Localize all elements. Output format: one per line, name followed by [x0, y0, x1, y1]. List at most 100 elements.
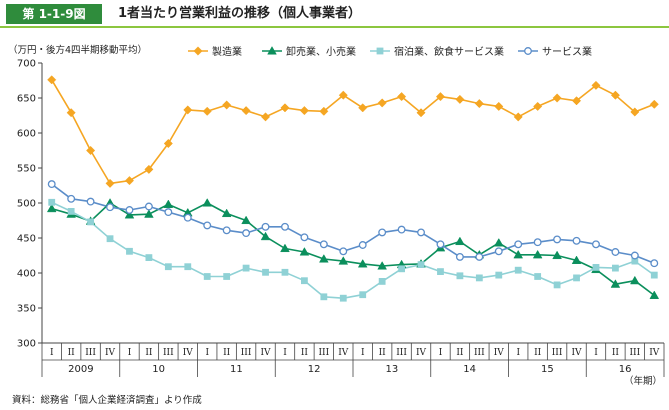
legend-marker-2 [376, 47, 384, 55]
x-quarter-label-0: I [50, 348, 54, 358]
series-3-point-22 [475, 252, 484, 261]
x-quarter-label-21: II [456, 348, 464, 358]
series-1-point-4 [124, 209, 135, 219]
series-1-point-8 [202, 198, 213, 207]
x-quarter-label-23: IV [494, 348, 505, 358]
series-1-point-0 [46, 203, 57, 213]
x-quarter-label-8: I [205, 348, 209, 358]
series-line-2 [51, 201, 655, 300]
series-2-point-20 [437, 268, 444, 275]
series-1-point-23 [493, 237, 504, 247]
series-3-point-29 [611, 248, 620, 256]
series-2-point-21 [456, 272, 464, 280]
series-3-point-17 [378, 228, 387, 237]
x-year-label-3: 12 [308, 364, 321, 375]
series-3-point-30 [630, 251, 639, 260]
series-0-point-30 [630, 107, 640, 117]
series-0-point-4 [124, 176, 135, 186]
series-3-point-4 [125, 206, 134, 214]
series-1-point-10 [241, 215, 251, 225]
figure-number: 第 1-1-9図 [6, 4, 102, 24]
series-3-point-9 [222, 226, 231, 235]
series-0-point-5 [144, 164, 154, 174]
series-2-point-14 [320, 293, 328, 301]
x-quarter-label-4: I [128, 348, 132, 358]
y-tick-label-600: 600 [17, 129, 36, 140]
series-3-point-1 [67, 194, 76, 203]
series-0-point-24 [513, 112, 523, 122]
series-2-point-10 [242, 264, 250, 272]
x-quarter-label-2: III [85, 348, 96, 358]
series-1-point-30 [630, 275, 640, 285]
legend-marker-3 [524, 47, 532, 55]
x-quarter-label-29: II [612, 348, 620, 358]
series-2-point-1 [67, 208, 75, 215]
series-2-point-22 [475, 274, 483, 282]
series-2-point-23 [495, 271, 503, 279]
series-1-point-16 [357, 258, 368, 268]
y-tick-label-300: 300 [17, 339, 36, 350]
series-0-point-1 [66, 108, 76, 118]
series-line-3 [51, 183, 655, 264]
series-2-point-9 [223, 273, 231, 280]
series-3-point-14 [319, 240, 328, 249]
y-tick-label-500: 500 [17, 199, 36, 210]
series-0-point-25 [533, 101, 543, 111]
series-3-point-31 [650, 259, 659, 268]
x-quarter-label-27: IV [572, 348, 583, 358]
series-2-point-31 [650, 271, 658, 279]
series-2-point-28 [592, 264, 600, 271]
series-1-point-31 [649, 290, 660, 299]
y-tick-label-400: 400 [17, 269, 36, 280]
source-note: 資料：総務省「個人企業経済調査」より作成 [12, 395, 202, 406]
x-quarter-label-18: III [396, 348, 407, 358]
x-quarter-label-3: IV [105, 348, 116, 358]
series-1-point-12 [280, 243, 290, 253]
x-quarter-label-10: III [241, 348, 252, 358]
series-2-point-18 [398, 265, 405, 273]
series-2-point-0 [48, 198, 56, 206]
series-0-point-16 [358, 103, 368, 113]
x-quarter-label-5: II [145, 348, 153, 358]
x-quarter-label-25: II [534, 348, 542, 358]
series-3-point-20 [436, 240, 445, 249]
series-2-point-19 [417, 261, 425, 268]
series-2-point-13 [301, 277, 308, 285]
x-quarter-label-28: I [594, 348, 598, 358]
series-3-point-18 [397, 225, 406, 234]
x-year-label-1: 10 [152, 364, 165, 375]
series-3-point-28 [592, 240, 600, 249]
series-2-point-25 [534, 273, 542, 280]
x-quarter-label-30: III [630, 348, 641, 358]
series-0-point-17 [377, 98, 387, 108]
series-0-point-27 [571, 96, 582, 106]
series-0-point-22 [474, 99, 484, 109]
x-quarter-label-19: IV [416, 348, 427, 358]
series-3-point-21 [455, 252, 464, 261]
series-3-point-25 [533, 238, 542, 247]
series-0-point-15 [338, 90, 348, 100]
x-year-label-5: 14 [463, 364, 476, 375]
series-3-point-0 [47, 180, 56, 189]
series-0-point-26 [552, 93, 562, 103]
x-quarter-label-22: III [474, 348, 485, 358]
series-0-point-20 [435, 92, 446, 102]
series-2-point-12 [281, 268, 289, 276]
series-1-point-17 [377, 261, 387, 270]
x-quarter-label-26: III [552, 348, 563, 358]
x-year-label-4: 13 [386, 364, 399, 375]
series-3-point-7 [183, 213, 192, 222]
series-3-point-6 [164, 208, 173, 217]
series-3-point-27 [572, 236, 581, 245]
series-0-point-0 [47, 75, 57, 85]
series-1-point-24 [513, 249, 524, 259]
legend-marker-1 [267, 46, 277, 55]
series-2-point-16 [359, 291, 367, 299]
series-0-point-18 [397, 92, 407, 102]
y-tick-label-700: 700 [17, 59, 36, 70]
series-3-point-16 [358, 241, 367, 249]
series-2-point-26 [553, 281, 561, 289]
series-1-point-21 [455, 236, 465, 246]
x-quarter-label-17: II [379, 348, 387, 358]
